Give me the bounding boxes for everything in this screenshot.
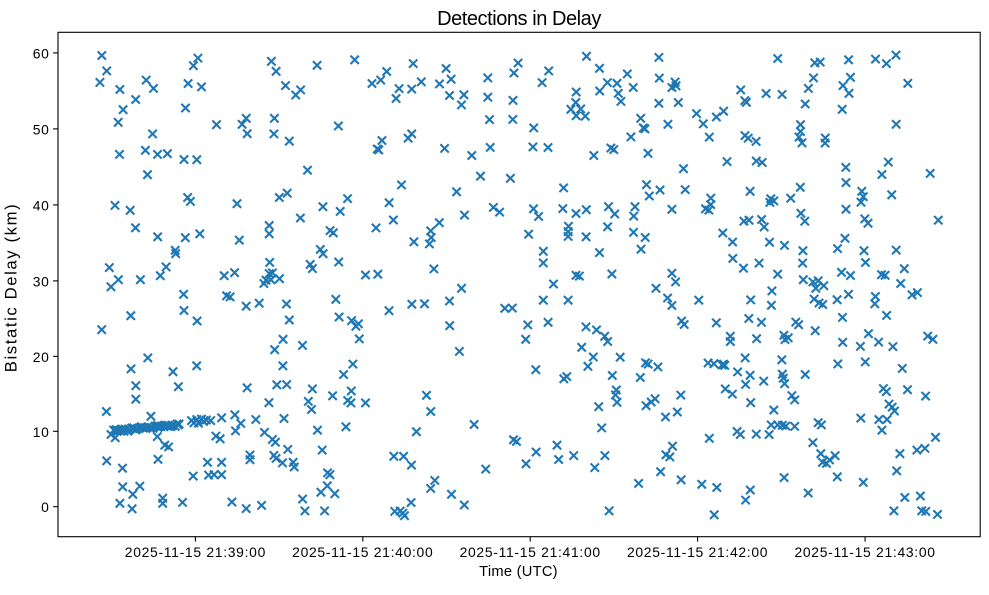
svg-text:2025-11-15 21:43:00: 2025-11-15 21:43:00 xyxy=(794,544,935,560)
svg-text:60: 60 xyxy=(33,45,50,61)
svg-text:30: 30 xyxy=(33,273,50,289)
svg-text:2025-11-15 21:41:00: 2025-11-15 21:41:00 xyxy=(460,544,601,560)
svg-text:2025-11-15 21:42:00: 2025-11-15 21:42:00 xyxy=(627,544,768,560)
svg-text:50: 50 xyxy=(33,121,50,137)
svg-text:20: 20 xyxy=(33,349,50,365)
svg-text:10: 10 xyxy=(33,424,50,440)
svg-text:40: 40 xyxy=(33,197,50,213)
svg-text:2025-11-15 21:40:00: 2025-11-15 21:40:00 xyxy=(292,544,433,560)
svg-text:2025-11-15 21:39:00: 2025-11-15 21:39:00 xyxy=(125,544,266,560)
svg-text:Time (UTC): Time (UTC) xyxy=(479,564,558,580)
svg-text:Bistatic Delay (km): Bistatic Delay (km) xyxy=(1,203,20,372)
svg-text:Detections in Delay: Detections in Delay xyxy=(437,8,601,30)
svg-text:0: 0 xyxy=(41,499,49,515)
